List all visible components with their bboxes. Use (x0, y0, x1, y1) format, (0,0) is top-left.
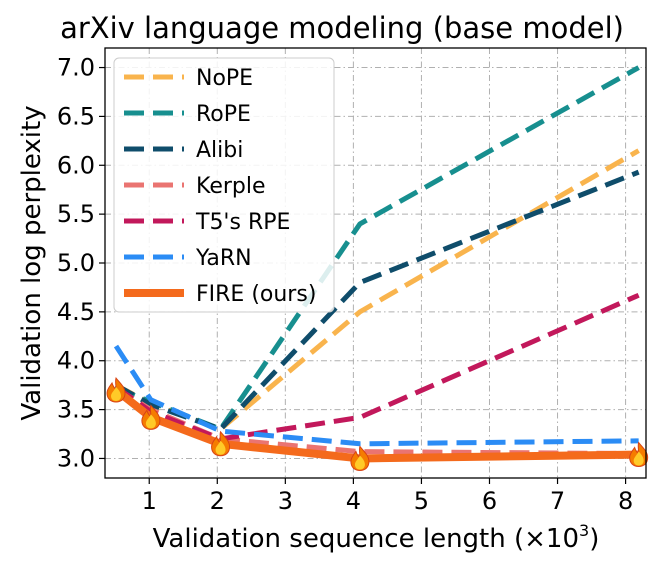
fire-icon (106, 377, 126, 403)
series-line-yarn (113, 344, 639, 447)
x-axis-label-main: Validation sequence length (×10 (153, 524, 579, 554)
y-tick-label: 6.0 (57, 151, 95, 179)
y-tick-label: 3.0 (57, 444, 95, 472)
y-axis-label: Validation log perplexity (17, 105, 47, 420)
series-line-rope (115, 65, 640, 432)
series-line-alibi (114, 169, 640, 432)
x-tick-label: 3 (278, 487, 293, 515)
series-line-t5-s-rpe (114, 292, 640, 442)
legend-label: RoPE (196, 102, 251, 127)
x-axis-label-sup: 3 (579, 521, 589, 540)
legend-label: FIRE (ours) (196, 282, 316, 307)
legend-label: Kerple (196, 174, 266, 199)
series-line-fire-ours (113, 386, 639, 463)
x-tick-label: 1 (142, 487, 157, 515)
y-tick-label: 7.0 (57, 54, 95, 82)
y-tick-label: 6.5 (57, 102, 95, 130)
y-tick-label: 3.5 (57, 396, 95, 424)
legend: NoPE RoPE Alibi Kerple T5's RPE YaRN FIRE (our… (113, 57, 335, 313)
y-axis-ticks: 3.0 3.5 4.0 4.5 5.0 5.5 6.0 6.5 7.0 (57, 54, 105, 472)
y-tick-label: 5.0 (57, 249, 95, 277)
x-tick-label: 2 (210, 487, 225, 515)
chart-title: arXiv language modeling (base model) (60, 11, 624, 45)
legend-label: NoPE (196, 66, 253, 91)
legend-box (113, 57, 335, 313)
x-axis-label: Validation sequence length (×103) (153, 521, 600, 554)
y-tick-label: 4.0 (57, 347, 95, 375)
x-axis-label-suffix: ) (589, 524, 599, 554)
x-axis-ticks: 1 2 3 4 5 6 7 8 (142, 478, 633, 515)
legend-label: YaRN (195, 246, 252, 271)
x-tick-label: 4 (346, 487, 361, 515)
fire-icon (211, 431, 231, 457)
legend-label: T5's RPE (195, 210, 290, 235)
x-tick-label: 6 (482, 487, 497, 515)
fire-icon (629, 442, 649, 468)
x-tick-label: 8 (618, 487, 633, 515)
y-tick-label: 5.5 (57, 200, 95, 228)
x-tick-label: 7 (550, 487, 565, 515)
legend-label: Alibi (196, 138, 243, 163)
x-tick-label: 5 (414, 487, 429, 515)
y-tick-label: 4.5 (57, 298, 95, 326)
